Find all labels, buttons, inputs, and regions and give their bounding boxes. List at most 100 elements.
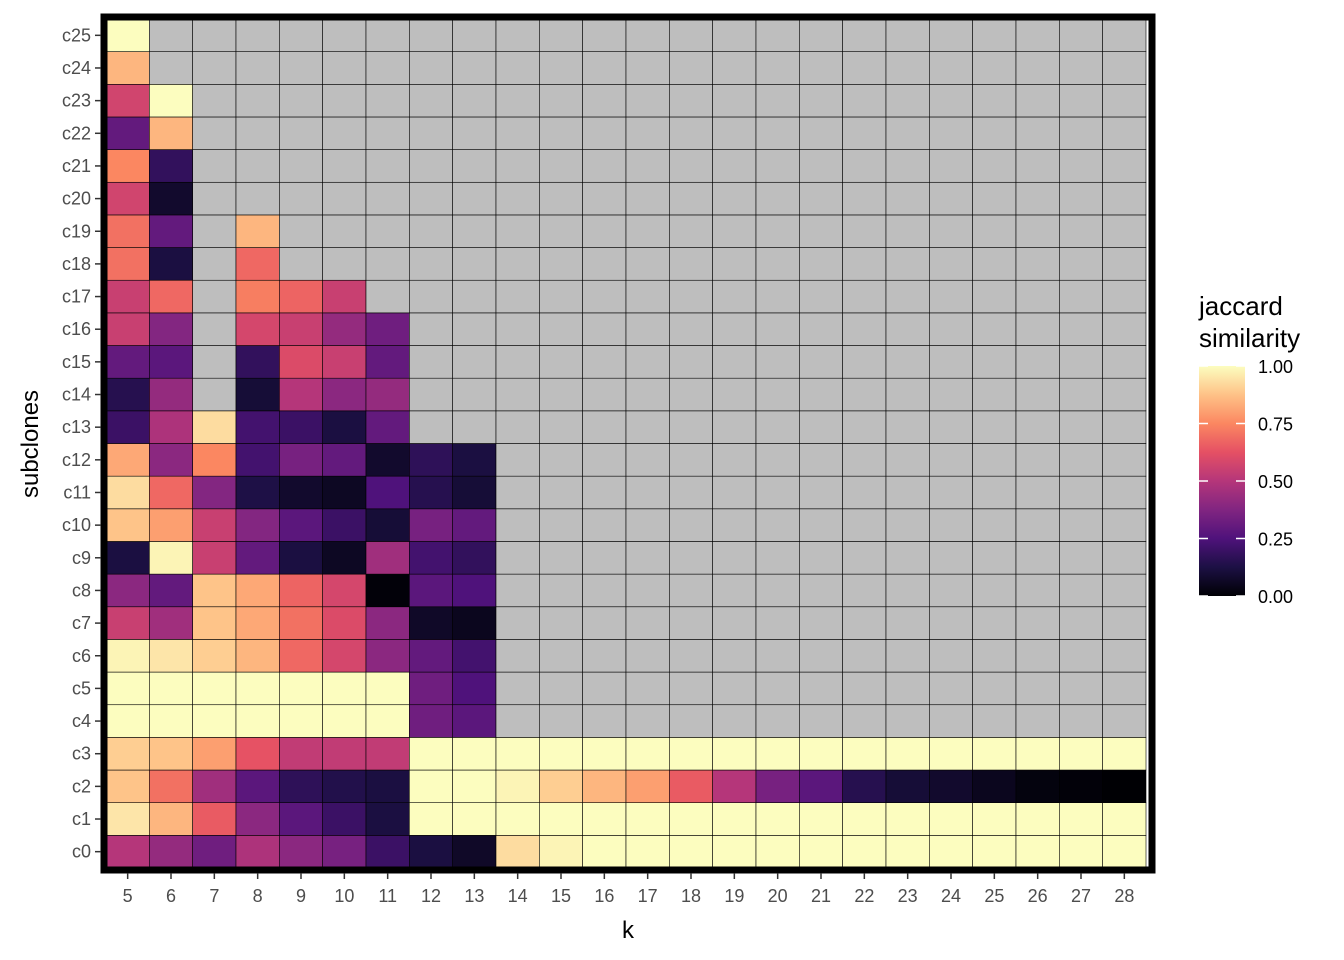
heatmap-cell	[582, 345, 627, 379]
heatmap-cell	[192, 704, 237, 738]
heatmap-cell	[105, 279, 150, 314]
heatmap-cell	[755, 704, 800, 738]
heatmap-cell	[669, 18, 713, 52]
heatmap-cell	[1059, 704, 1103, 738]
heatmap-cell	[235, 377, 280, 412]
heatmap-cell	[669, 606, 713, 640]
heatmap-cell	[279, 606, 323, 640]
heatmap-cell	[755, 84, 800, 118]
heatmap-cell	[409, 443, 453, 477]
heatmap-cell	[842, 769, 887, 803]
heatmap-cell	[539, 704, 583, 738]
heatmap-cell	[409, 508, 453, 542]
heatmap-cell	[322, 671, 367, 706]
heatmap-cell	[1015, 181, 1060, 216]
heatmap-cell	[365, 802, 410, 836]
heatmap-cell	[1059, 508, 1103, 542]
heatmap-cell	[365, 410, 410, 444]
heatmap-cell	[192, 410, 237, 444]
heatmap-cell	[582, 606, 627, 640]
heatmap-cell	[495, 475, 540, 510]
heatmap-cell	[192, 312, 237, 346]
heatmap-cell	[192, 377, 237, 412]
plot-panel-border	[100, 13, 1156, 874]
heatmap-cell	[1059, 312, 1103, 346]
heatmap-cell	[235, 769, 280, 803]
heatmap-cell	[452, 508, 497, 542]
heatmap-cell	[322, 606, 367, 640]
heatmap-cell	[105, 606, 150, 640]
heatmap-cell	[452, 410, 497, 444]
heatmap-cell	[1059, 443, 1103, 477]
heatmap-cell	[972, 410, 1017, 444]
heatmap-cell	[452, 51, 497, 85]
heatmap-cell	[235, 51, 280, 85]
heatmap-cell	[1015, 802, 1060, 836]
heatmap-cell	[192, 737, 237, 771]
heatmap-cell	[1015, 573, 1060, 608]
x-tick-label: 5	[123, 886, 133, 906]
legend-tick-label: 0.75	[1258, 415, 1293, 435]
heatmap-cell	[842, 737, 887, 771]
heatmap-cell	[1015, 508, 1060, 542]
heatmap-cell	[712, 508, 757, 542]
heatmap-cell	[235, 149, 280, 183]
heatmap-cell	[235, 737, 280, 771]
heatmap-cell	[365, 475, 410, 510]
heatmap-cell	[799, 802, 843, 836]
heatmap-cell	[582, 671, 627, 706]
heatmap-cell	[972, 639, 1017, 673]
y-tick-label: c6	[72, 646, 91, 666]
heatmap-cell	[365, 18, 410, 52]
heatmap-cell	[582, 541, 627, 575]
heatmap-cell	[625, 835, 670, 869]
heatmap-cell	[582, 181, 627, 216]
heatmap-cell	[1059, 410, 1103, 444]
x-tick-label: 26	[1028, 886, 1048, 906]
heatmap-cell	[1059, 802, 1103, 836]
heatmap-cell	[495, 377, 540, 412]
heatmap-cell	[755, 377, 800, 412]
heatmap-cell	[625, 247, 670, 281]
heatmap-cell	[279, 345, 323, 379]
heatmap-cell	[929, 51, 973, 85]
heatmap-cell	[799, 116, 843, 150]
heatmap-cell	[669, 671, 713, 706]
heatmap-cell	[452, 769, 497, 803]
heatmap-cell	[799, 704, 843, 738]
heatmap-cell	[1102, 247, 1147, 281]
heatmap-cell	[322, 279, 367, 314]
heatmap-cell	[452, 181, 497, 216]
heatmap-cell	[755, 410, 800, 444]
heatmap-cell	[712, 51, 757, 85]
heatmap-cell	[105, 639, 150, 673]
heatmap-cell	[409, 116, 453, 150]
heatmap-cell	[669, 345, 713, 379]
heatmap-cell	[452, 247, 497, 281]
heatmap-cell	[235, 279, 280, 314]
heatmap-cell	[149, 279, 193, 314]
heatmap-cell	[755, 443, 800, 477]
heatmap-cell	[279, 279, 323, 314]
heatmap-cell	[625, 443, 670, 477]
heatmap-cell	[1015, 279, 1060, 314]
heatmap-cell	[972, 149, 1017, 183]
heatmap-cell	[1059, 18, 1103, 52]
heatmap-cell	[755, 541, 800, 575]
heatmap-cell	[929, 443, 973, 477]
heatmap-cell	[105, 312, 150, 346]
heatmap-cell	[582, 443, 627, 477]
heatmap-cell	[929, 18, 973, 52]
heatmap-cell	[452, 802, 497, 836]
heatmap-cell	[929, 541, 973, 575]
heatmap-cell	[712, 345, 757, 379]
heatmap-cell	[322, 149, 367, 183]
heatmap-cell	[799, 18, 843, 52]
heatmap-cell	[755, 737, 800, 771]
heatmap-cell	[539, 18, 583, 52]
heatmap-cell	[1059, 149, 1103, 183]
heatmap-cell	[1102, 18, 1147, 52]
heatmap-cell	[279, 737, 323, 771]
heatmap-cell	[885, 835, 930, 869]
heatmap-cell	[235, 345, 280, 379]
